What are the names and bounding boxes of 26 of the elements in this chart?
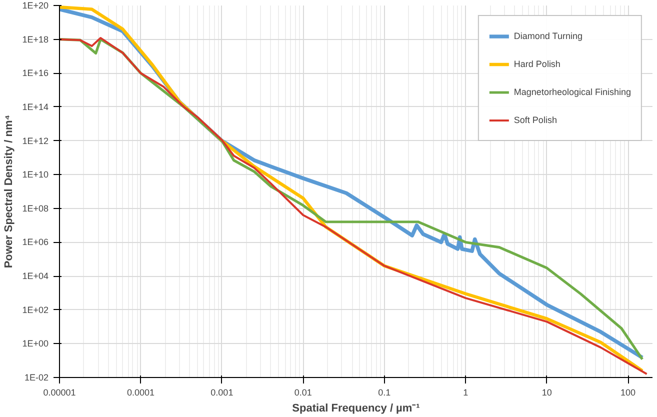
y-tick-label: 1E+12 xyxy=(22,136,49,146)
x-axis-title: Spatial Frequency / µm⁻¹ xyxy=(292,402,420,414)
y-axis-title: Power Spectral Density / nm⁴ xyxy=(3,114,16,268)
y-tick-label: 1E+16 xyxy=(22,68,49,78)
x-tick-label: 100 xyxy=(620,388,636,398)
x-tick-label: 0.1 xyxy=(378,388,391,398)
y-tick-label: 1E+06 xyxy=(22,237,49,248)
x-tick-label: 1 xyxy=(463,388,468,398)
y-tick-label: 1E+10 xyxy=(22,170,49,180)
y-tick-label: 1E+20 xyxy=(22,0,49,10)
legend-label: Magnetorheological Finishing xyxy=(514,87,631,97)
y-tick-label: 1E-02 xyxy=(24,372,49,382)
x-tick-label: 0.001 xyxy=(210,388,234,398)
x-tick-label: 0.01 xyxy=(294,388,312,398)
legend-label: Hard Polish xyxy=(514,59,560,69)
y-tick-label: 1E+00 xyxy=(22,338,49,349)
x-tick-label: 0.0001 xyxy=(126,388,154,398)
legend-label: Soft Polish xyxy=(514,115,557,125)
y-tick-label: 1E+02 xyxy=(22,304,49,315)
legend-label: Diamond Turning xyxy=(514,31,582,41)
y-tick-label: 1E+14 xyxy=(22,102,49,112)
y-tick-label: 1E+18 xyxy=(22,34,49,44)
x-tick-label: 10 xyxy=(542,388,552,398)
y-tick-label: 1E+08 xyxy=(22,203,49,214)
y-tick-label: 1E+04 xyxy=(22,271,49,282)
x-tick-label: 0.00001 xyxy=(43,388,76,398)
